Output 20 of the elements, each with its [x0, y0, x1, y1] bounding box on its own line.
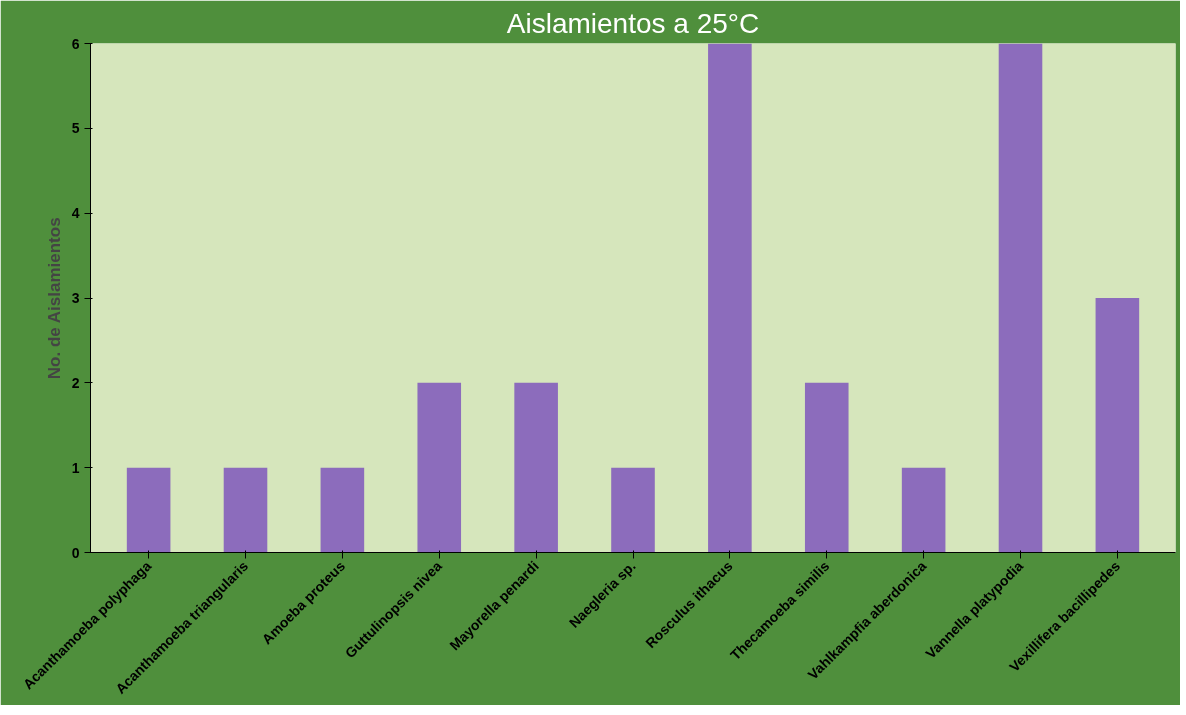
y-axis-title: No. de Aislamientos: [44, 217, 64, 380]
chart-title: Aislamientos a 25°C: [506, 7, 760, 39]
bar: [514, 382, 558, 553]
y-tick-label: 3: [71, 290, 80, 306]
y-tick-label: 6: [71, 35, 80, 52]
bar: [223, 467, 268, 553]
y-tick-label: 4: [71, 205, 80, 222]
bar: [611, 467, 655, 553]
y-tick-label: 5: [71, 120, 80, 137]
bar: [998, 43, 1043, 553]
bar: [901, 467, 946, 553]
bar: [804, 382, 849, 553]
bar: [708, 43, 752, 553]
bar: [1095, 298, 1140, 553]
y-tick-label: 0: [71, 544, 80, 561]
bar: [417, 382, 462, 553]
y-tick-label: 1: [71, 459, 80, 476]
bar: [126, 467, 171, 553]
bar: [320, 467, 365, 553]
y-tick-label: 2: [71, 374, 80, 391]
